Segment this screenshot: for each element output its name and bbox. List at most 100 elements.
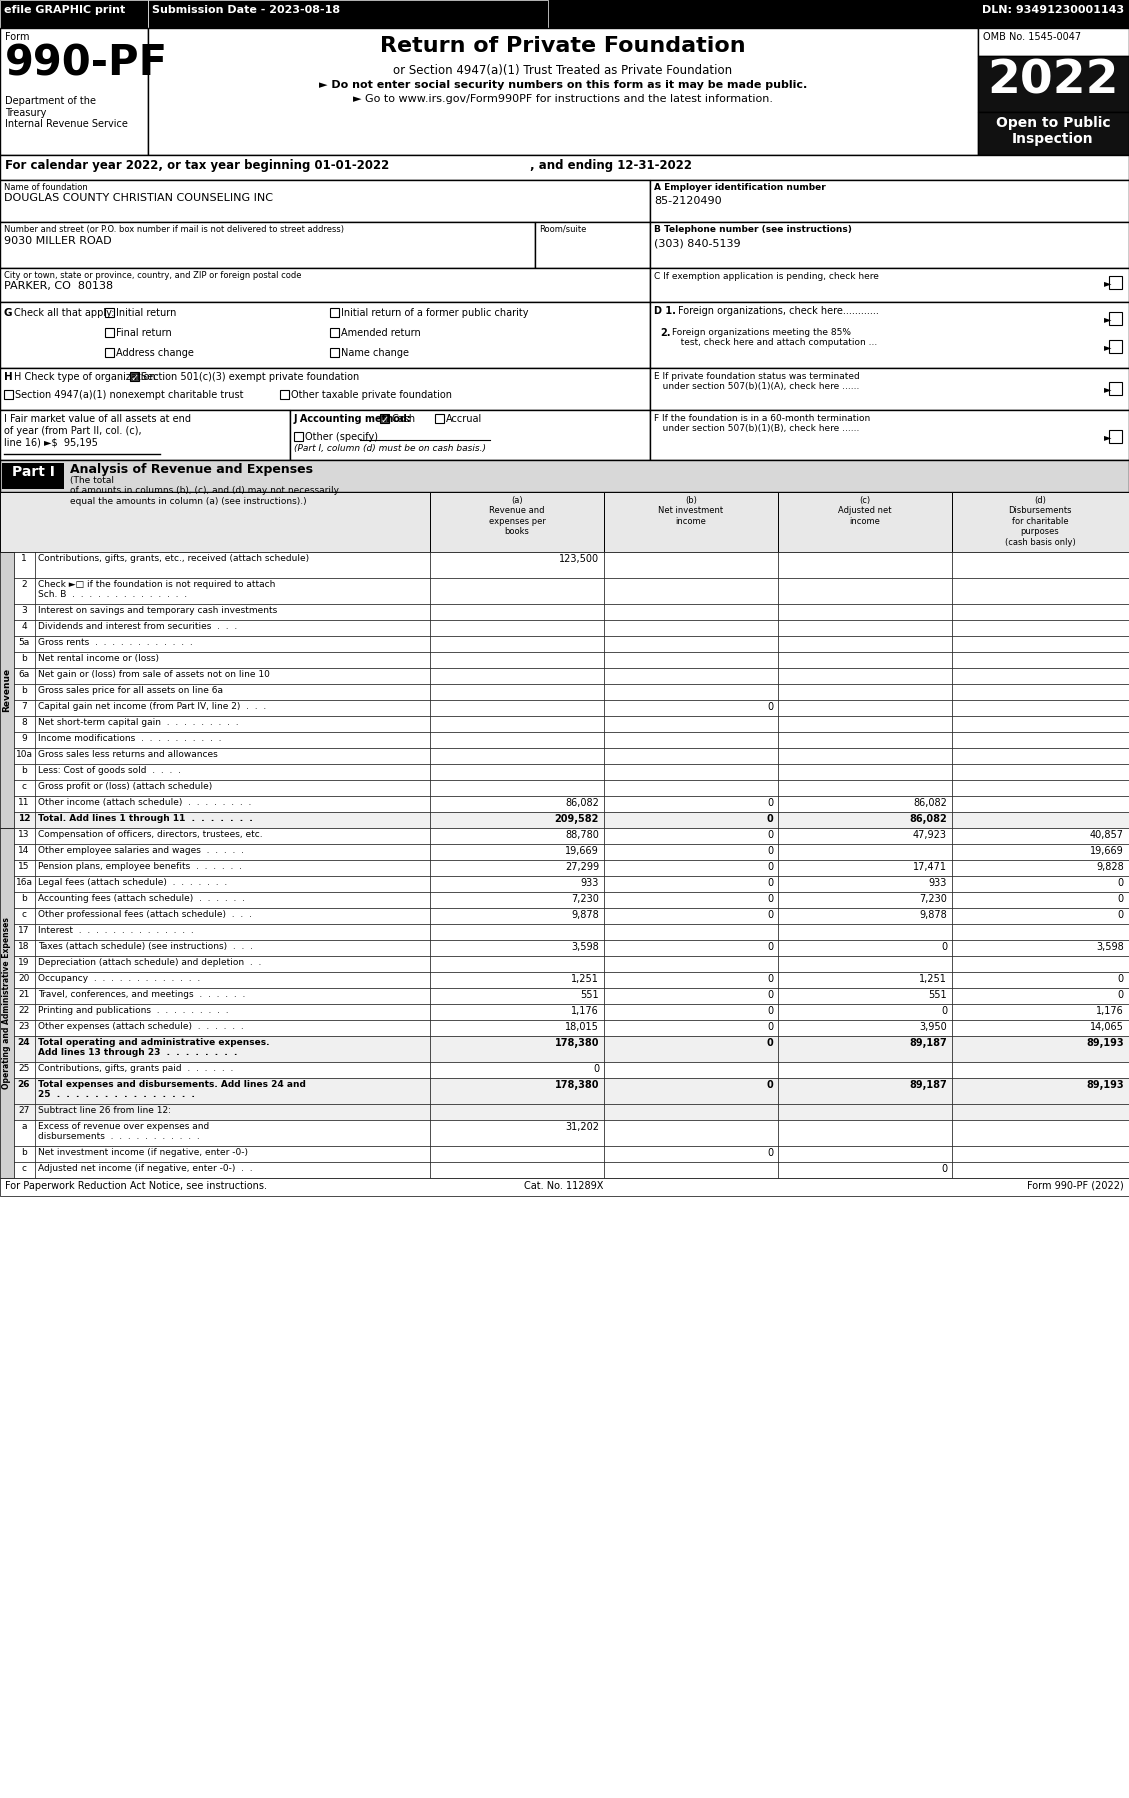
Bar	[952, 669, 1129, 683]
Bar	[778, 973, 952, 987]
Bar	[14, 552, 35, 577]
Bar	[35, 653, 430, 669]
Text: Capital gain net income (from Part IV, line 2)  .  .  .: Capital gain net income (from Part IV, l…	[38, 701, 266, 710]
Bar	[604, 780, 778, 797]
Bar	[952, 813, 1129, 829]
Bar	[778, 1079, 952, 1104]
Bar	[35, 1019, 430, 1036]
Text: Gross sales less returns and allowances: Gross sales less returns and allowances	[38, 750, 218, 759]
Bar	[14, 1063, 35, 1079]
Bar	[14, 908, 35, 924]
Bar	[952, 859, 1129, 876]
Bar	[604, 764, 778, 780]
Text: 0: 0	[1118, 910, 1124, 921]
Bar	[604, 552, 778, 577]
Bar	[604, 493, 778, 552]
Bar	[978, 111, 1129, 155]
Bar	[952, 973, 1129, 987]
Bar	[35, 620, 430, 636]
Bar	[430, 957, 604, 973]
Text: Subtract line 26 from line 12:: Subtract line 26 from line 12:	[38, 1106, 170, 1115]
Bar	[952, 493, 1129, 552]
Text: PARKER, CO  80138: PARKER, CO 80138	[5, 280, 113, 291]
Text: 25: 25	[18, 1064, 29, 1073]
Bar	[952, 683, 1129, 699]
Bar	[952, 908, 1129, 924]
Bar	[952, 876, 1129, 892]
Text: 19,669: 19,669	[1091, 847, 1124, 856]
Bar	[0, 552, 14, 829]
Bar	[435, 414, 444, 423]
Bar	[978, 56, 1129, 111]
Text: G: G	[5, 307, 12, 318]
Text: Section 501(c)(3) exempt private foundation: Section 501(c)(3) exempt private foundat…	[141, 372, 359, 381]
Bar	[35, 748, 430, 764]
Bar	[952, 653, 1129, 669]
Text: c: c	[21, 910, 26, 919]
Bar	[952, 748, 1129, 764]
Text: 0: 0	[767, 910, 773, 921]
Text: 88,780: 88,780	[566, 831, 599, 840]
Bar	[430, 683, 604, 699]
Bar	[2, 464, 64, 489]
Bar	[604, 908, 778, 924]
Text: City or town, state or province, country, and ZIP or foreign postal code: City or town, state or province, country…	[5, 271, 301, 280]
Bar	[430, 813, 604, 829]
Text: Travel, conferences, and meetings  .  .  .  .  .  .: Travel, conferences, and meetings . . . …	[38, 991, 245, 1000]
Text: 0: 0	[767, 798, 773, 807]
Bar	[5, 390, 14, 399]
Text: Cat. No. 11289X: Cat. No. 11289X	[524, 1181, 604, 1190]
Text: 178,380: 178,380	[554, 1037, 599, 1048]
Text: DOUGLAS COUNTY CHRISTIAN COUNSELING INC: DOUGLAS COUNTY CHRISTIAN COUNSELING INC	[5, 192, 273, 203]
Bar	[952, 636, 1129, 653]
Text: Return of Private Foundation: Return of Private Foundation	[380, 36, 746, 56]
Bar	[952, 764, 1129, 780]
Bar	[14, 813, 35, 829]
Bar	[14, 957, 35, 973]
Bar	[35, 973, 430, 987]
Bar	[14, 780, 35, 797]
Text: F If the foundation is in a 60-month termination
   under section 507(b)(1)(B), : F If the foundation is in a 60-month ter…	[654, 414, 870, 433]
Bar	[430, 829, 604, 843]
Text: Taxes (attach schedule) (see instructions)  .  .  .: Taxes (attach schedule) (see instruction…	[38, 942, 253, 951]
Text: 17,471: 17,471	[913, 861, 947, 872]
Text: 0: 0	[767, 831, 773, 840]
Text: 47,923: 47,923	[913, 831, 947, 840]
Text: 15: 15	[18, 861, 29, 870]
Text: Contributions, gifts, grants, etc., received (attach schedule): Contributions, gifts, grants, etc., rece…	[38, 554, 309, 563]
Bar	[430, 1079, 604, 1104]
Bar	[604, 1036, 778, 1063]
Text: Dividends and interest from securities  .  .  .: Dividends and interest from securities .…	[38, 622, 237, 631]
Bar	[148, 0, 548, 29]
Text: 0: 0	[767, 1147, 773, 1158]
Bar	[778, 813, 952, 829]
Text: (Part I, column (d) must be on cash basis.): (Part I, column (d) must be on cash basi…	[294, 444, 485, 453]
Bar	[778, 908, 952, 924]
Bar	[604, 748, 778, 764]
Bar	[35, 924, 430, 940]
Bar	[952, 1079, 1129, 1104]
Bar	[778, 669, 952, 683]
Text: ►: ►	[1104, 279, 1111, 288]
Bar	[778, 780, 952, 797]
Text: 18,015: 18,015	[566, 1021, 599, 1032]
Bar	[778, 957, 952, 973]
Bar	[778, 1003, 952, 1019]
Bar	[14, 1104, 35, 1120]
Text: 86,082: 86,082	[566, 798, 599, 807]
Text: 0: 0	[1118, 894, 1124, 904]
Bar	[35, 699, 430, 716]
Text: 3,598: 3,598	[1096, 942, 1124, 951]
Text: Other (specify): Other (specify)	[305, 432, 378, 442]
Text: c: c	[21, 782, 26, 791]
Bar	[35, 1104, 430, 1120]
Bar	[35, 1003, 430, 1019]
Text: 933: 933	[580, 877, 599, 888]
Bar	[650, 369, 1129, 410]
Bar	[952, 577, 1129, 604]
Bar	[35, 780, 430, 797]
Bar	[430, 876, 604, 892]
Text: 0: 0	[767, 942, 773, 951]
Text: 7,230: 7,230	[571, 894, 599, 904]
Bar	[380, 414, 390, 423]
